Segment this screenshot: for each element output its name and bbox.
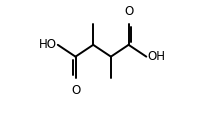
Text: HO: HO <box>39 38 57 51</box>
Text: O: O <box>124 5 133 18</box>
Text: O: O <box>71 84 80 97</box>
Text: OH: OH <box>147 50 165 63</box>
